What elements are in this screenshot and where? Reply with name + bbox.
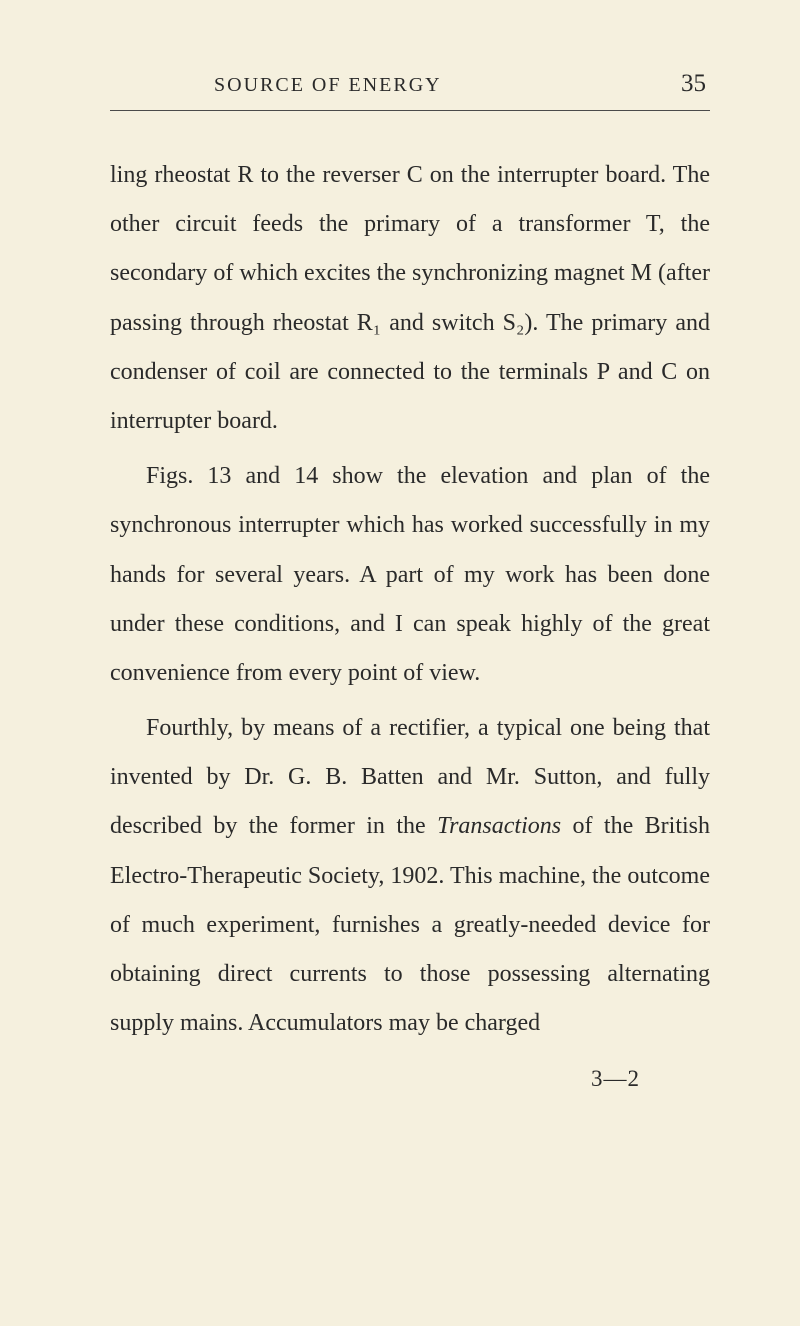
paragraph-3-part2: of the British Electro-Therapeutic Socie… (110, 813, 710, 1036)
header-rule (110, 110, 710, 111)
footer-signature: 3—2 (110, 1066, 710, 1092)
body-text: ling rheostat R to the reverser C on the… (110, 151, 710, 1048)
paragraph-3: Fourthly, by means of a rectifier, a typ… (110, 704, 710, 1048)
paragraph-2: Figs. 13 and 14 show the elevation and p… (110, 452, 710, 698)
paragraph-3-italic: Transactions (437, 813, 561, 839)
page-header: SOURCE OF ENERGY 35 (110, 70, 710, 98)
page-number: 35 (681, 70, 706, 98)
header-title: SOURCE OF ENERGY (214, 74, 442, 97)
paragraph-1: ling rheostat R to the reverser C on the… (110, 151, 710, 446)
